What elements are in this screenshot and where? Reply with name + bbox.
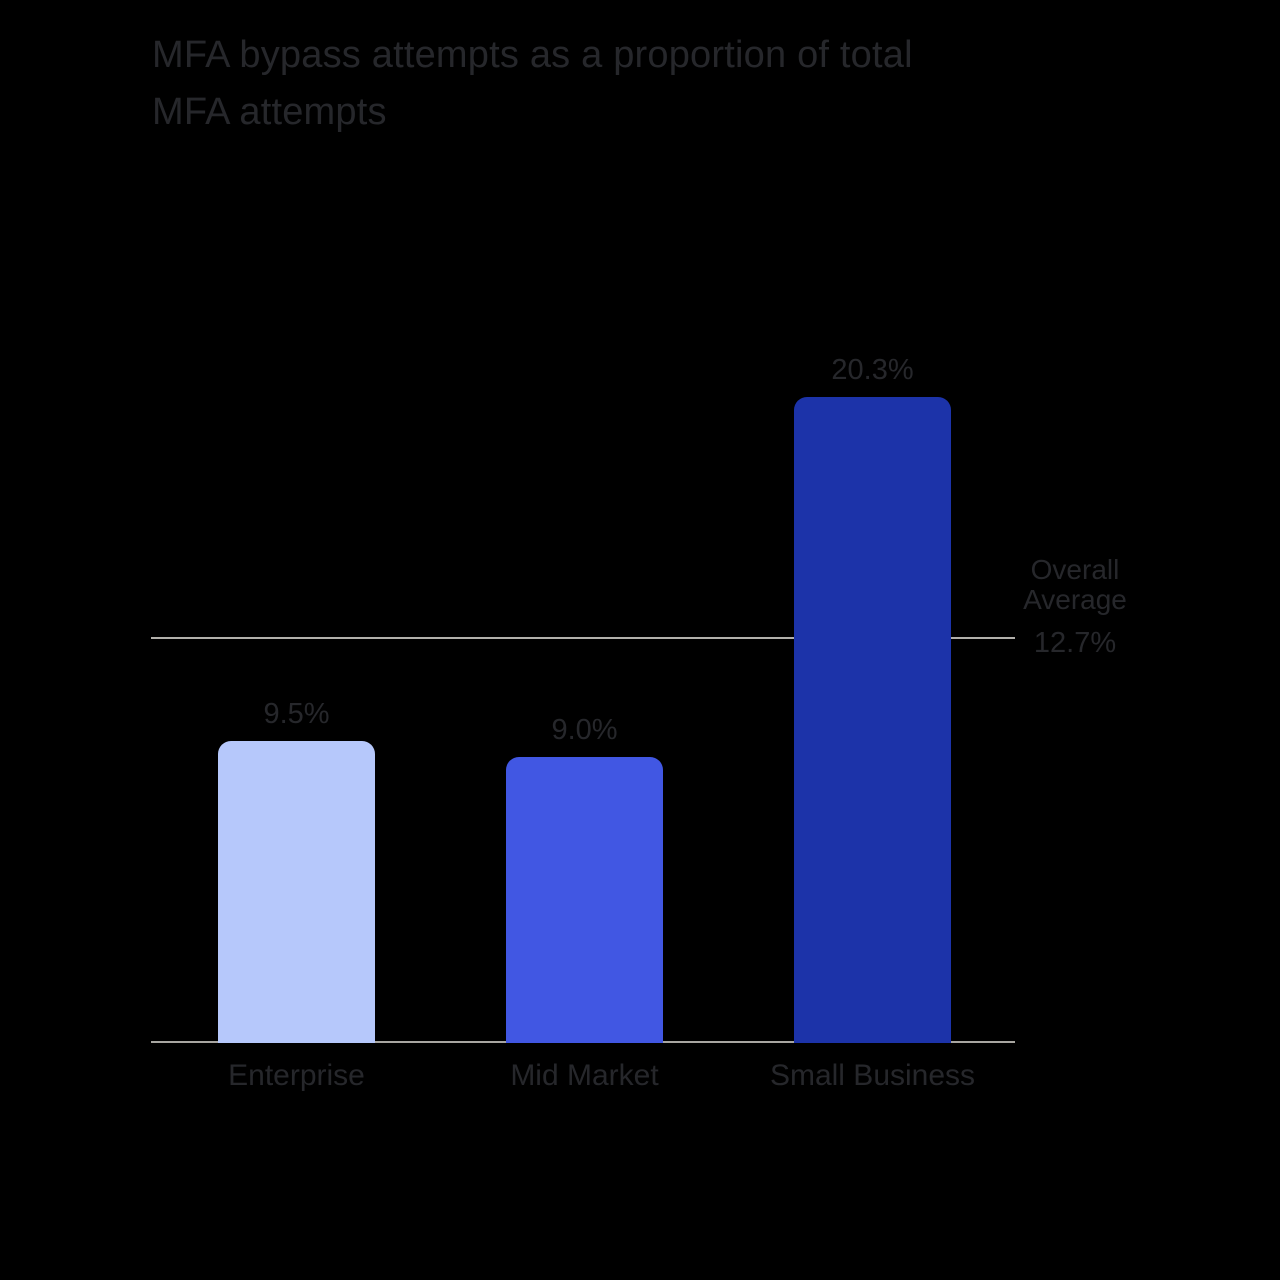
- bar-group-small-business: 20.3%: [794, 353, 951, 1043]
- category-label-small-business: Small Business: [769, 1059, 976, 1092]
- average-label-line-2: Average: [1023, 584, 1127, 615]
- category-label-mid-market: Mid Market: [510, 1059, 659, 1092]
- bar-value-label-mid-market: 9.0%: [551, 714, 618, 746]
- bar-mid-market: [506, 757, 663, 1043]
- bar-value-label-enterprise: 9.5%: [263, 698, 330, 730]
- chart-title-line-2: MFA attempts: [152, 91, 387, 133]
- plot-area: 9.5% 9.0% 20.3% Enterprise Mid Market Sm…: [151, 0, 1015, 1092]
- bar-enterprise: [218, 741, 375, 1043]
- average-label-line-1: Overall: [1030, 554, 1120, 585]
- average-line: [151, 637, 1015, 639]
- average-value-label: 12.7%: [1033, 627, 1117, 659]
- bar-group-mid-market: 9.0%: [506, 713, 663, 1043]
- chart-title-line-1: MFA bypass attempts as a proportion of t…: [152, 34, 913, 76]
- category-label-enterprise: Enterprise: [228, 1059, 365, 1092]
- bar-group-enterprise: 9.5%: [218, 697, 375, 1043]
- average-label: Overall Average 12.7%: [1019, 555, 1131, 660]
- bar-small-business: [794, 397, 951, 1043]
- bar-value-label-small-business: 20.3%: [831, 354, 914, 386]
- chart-title: MFA bypass attempts as a proportion of t…: [152, 27, 913, 141]
